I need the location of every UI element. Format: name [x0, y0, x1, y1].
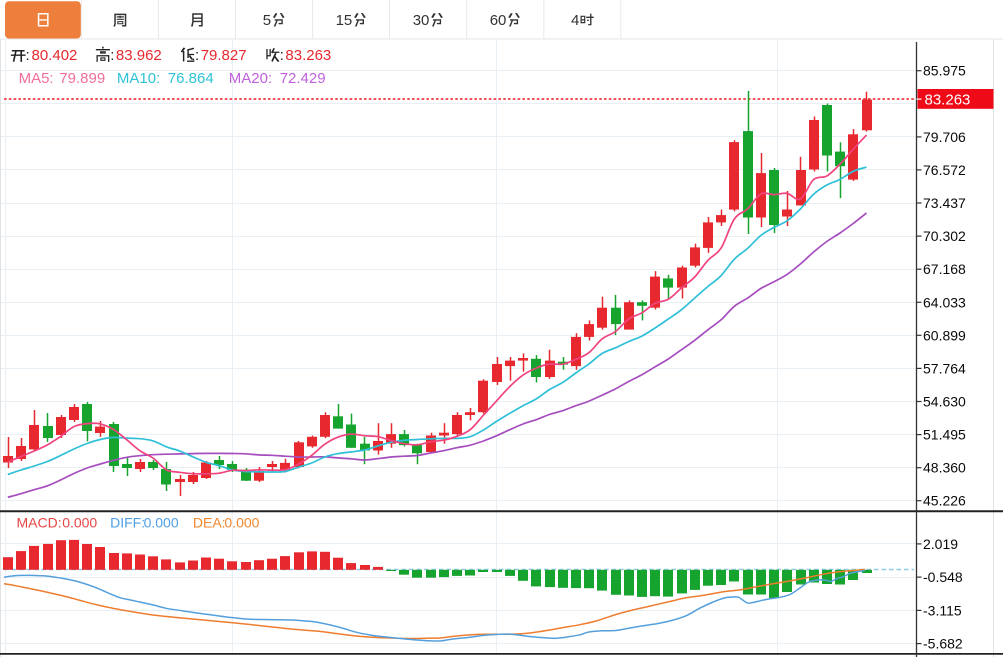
- svg-text::: :: [195, 47, 199, 64]
- svg-text:70.302: 70.302: [923, 228, 966, 244]
- svg-text:83.263: 83.263: [285, 47, 331, 64]
- svg-text:79.706: 79.706: [923, 129, 966, 145]
- svg-text:57.764: 57.764: [923, 360, 966, 376]
- svg-text:48.360: 48.360: [923, 460, 966, 476]
- svg-text:73.437: 73.437: [923, 195, 966, 211]
- svg-text:67.168: 67.168: [923, 261, 966, 277]
- svg-text:MACD:: MACD:: [17, 515, 62, 531]
- svg-text:-0.548: -0.548: [923, 569, 963, 585]
- svg-text::: :: [26, 47, 30, 64]
- svg-text:0.000: 0.000: [62, 515, 97, 531]
- svg-text::: :: [280, 47, 284, 64]
- svg-text:0.000: 0.000: [224, 515, 259, 531]
- svg-text:2.019: 2.019: [923, 536, 958, 552]
- svg-text:76.572: 76.572: [923, 162, 966, 178]
- svg-text:64.033: 64.033: [923, 294, 966, 310]
- svg-text:80.402: 80.402: [32, 47, 78, 64]
- svg-text:DIFF:: DIFF:: [110, 515, 145, 531]
- svg-text:-5.682: -5.682: [923, 636, 963, 652]
- svg-text:72.429: 72.429: [280, 70, 326, 87]
- svg-text:51.495: 51.495: [923, 427, 966, 443]
- svg-text:83.263: 83.263: [925, 91, 971, 108]
- svg-text:30: 30: [413, 12, 430, 29]
- svg-text:85.975: 85.975: [923, 63, 966, 79]
- svg-text:MA10:: MA10:: [117, 70, 160, 87]
- svg-text:79.827: 79.827: [201, 47, 247, 64]
- svg-text:MA5:: MA5:: [19, 70, 54, 87]
- svg-text:MA20:: MA20:: [229, 70, 272, 87]
- svg-text:76.864: 76.864: [168, 70, 214, 87]
- svg-text:79.899: 79.899: [59, 70, 105, 87]
- svg-text:15: 15: [336, 12, 353, 29]
- svg-text:60.899: 60.899: [923, 327, 966, 343]
- svg-text::: :: [110, 47, 114, 64]
- svg-text:-3.115: -3.115: [923, 602, 962, 618]
- svg-text:DEA:: DEA:: [193, 515, 226, 531]
- svg-text:5: 5: [263, 12, 271, 29]
- svg-text:4: 4: [571, 12, 579, 29]
- svg-text:83.962: 83.962: [116, 47, 162, 64]
- svg-text:54.630: 54.630: [923, 394, 966, 410]
- svg-text:0.000: 0.000: [144, 515, 179, 531]
- svg-text:45.226: 45.226: [923, 493, 966, 509]
- svg-text:60: 60: [490, 12, 507, 29]
